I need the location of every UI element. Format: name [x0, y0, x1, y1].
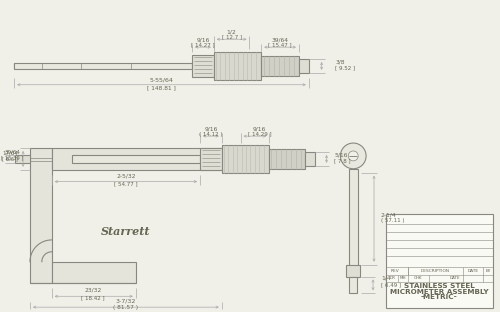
Text: BY: BY: [486, 269, 492, 273]
Text: 9/16: 9/16: [252, 127, 266, 132]
Text: 1/4: 1/4: [381, 276, 390, 281]
Bar: [222, 145, 269, 173]
Text: [ 14.29 ]: [ 14.29 ]: [248, 132, 271, 137]
Text: MICROMETER ASSEMBLY: MICROMETER ASSEMBLY: [390, 289, 488, 295]
Text: CHK: CHK: [414, 276, 422, 280]
Text: 39/64: 39/64: [4, 149, 20, 154]
Text: DESCRIPTION: DESCRIPTION: [420, 269, 450, 273]
Bar: [269, 149, 305, 169]
Text: [ 6.49 ]: [ 6.49 ]: [381, 282, 401, 287]
Bar: [14, 63, 192, 69]
Text: [ 54.77 ]: [ 54.77 ]: [114, 181, 138, 186]
Text: 2-1/4: 2-1/4: [381, 212, 396, 217]
Text: DR: DR: [390, 276, 396, 280]
Bar: [386, 214, 492, 308]
Text: ( 81.57 ): ( 81.57 ): [114, 305, 138, 310]
Text: [ 7.8 ]: [ 7.8 ]: [334, 158, 351, 163]
Bar: [72, 155, 200, 163]
Text: [ 12.7 ]: [ 12.7 ]: [222, 35, 242, 40]
Bar: [192, 55, 214, 77]
Text: [ 9.52 ]: [ 9.52 ]: [336, 66, 355, 71]
Text: [ 15.39 ]: [ 15.39 ]: [1, 155, 24, 160]
Bar: [350, 276, 357, 293]
Text: ( 14.12 ): ( 14.12 ): [199, 132, 222, 137]
Bar: [299, 59, 309, 73]
Bar: [200, 148, 222, 170]
Text: 39/64: 39/64: [272, 38, 288, 43]
Circle shape: [348, 151, 358, 161]
Text: -METRIC-: -METRIC-: [421, 294, 458, 300]
Text: 3/8: 3/8: [336, 60, 345, 65]
Bar: [214, 52, 262, 80]
Text: DATE: DATE: [450, 276, 460, 280]
Text: ( 57.11 ): ( 57.11 ): [381, 218, 404, 223]
Text: 9/16: 9/16: [196, 38, 209, 43]
Text: 23/32: 23/32: [84, 288, 102, 293]
Bar: [52, 148, 222, 170]
Text: 5/16: 5/16: [334, 153, 348, 158]
Text: Starrett: Starrett: [101, 226, 150, 236]
Text: MH: MH: [400, 276, 406, 280]
Bar: [346, 265, 360, 276]
Text: 2-5/32: 2-5/32: [116, 173, 136, 178]
Bar: [262, 56, 299, 76]
Bar: [305, 152, 314, 166]
Text: [ 148.81 ]: [ 148.81 ]: [147, 85, 176, 90]
Text: 17/64: 17/64: [2, 150, 18, 155]
Bar: [30, 148, 52, 283]
Text: 3-7/32: 3-7/32: [116, 299, 136, 304]
Text: 1/2: 1/2: [227, 30, 236, 35]
Text: STAINLESS STEEL: STAINLESS STEEL: [404, 283, 474, 290]
Text: REV: REV: [391, 269, 400, 273]
Bar: [52, 262, 136, 283]
Text: [ 6.6 ]: [ 6.6 ]: [2, 156, 18, 161]
Text: 5-55/64: 5-55/64: [150, 77, 174, 82]
Text: [ 18.42 ]: [ 18.42 ]: [82, 296, 105, 301]
Bar: [15, 155, 30, 163]
Text: [ 15.47 ]: [ 15.47 ]: [268, 43, 292, 48]
Text: 9/16: 9/16: [204, 127, 218, 132]
Circle shape: [340, 143, 366, 169]
Text: [ 14.27 ]: [ 14.27 ]: [191, 43, 215, 48]
Bar: [350, 169, 358, 276]
Text: DATE: DATE: [468, 269, 478, 273]
